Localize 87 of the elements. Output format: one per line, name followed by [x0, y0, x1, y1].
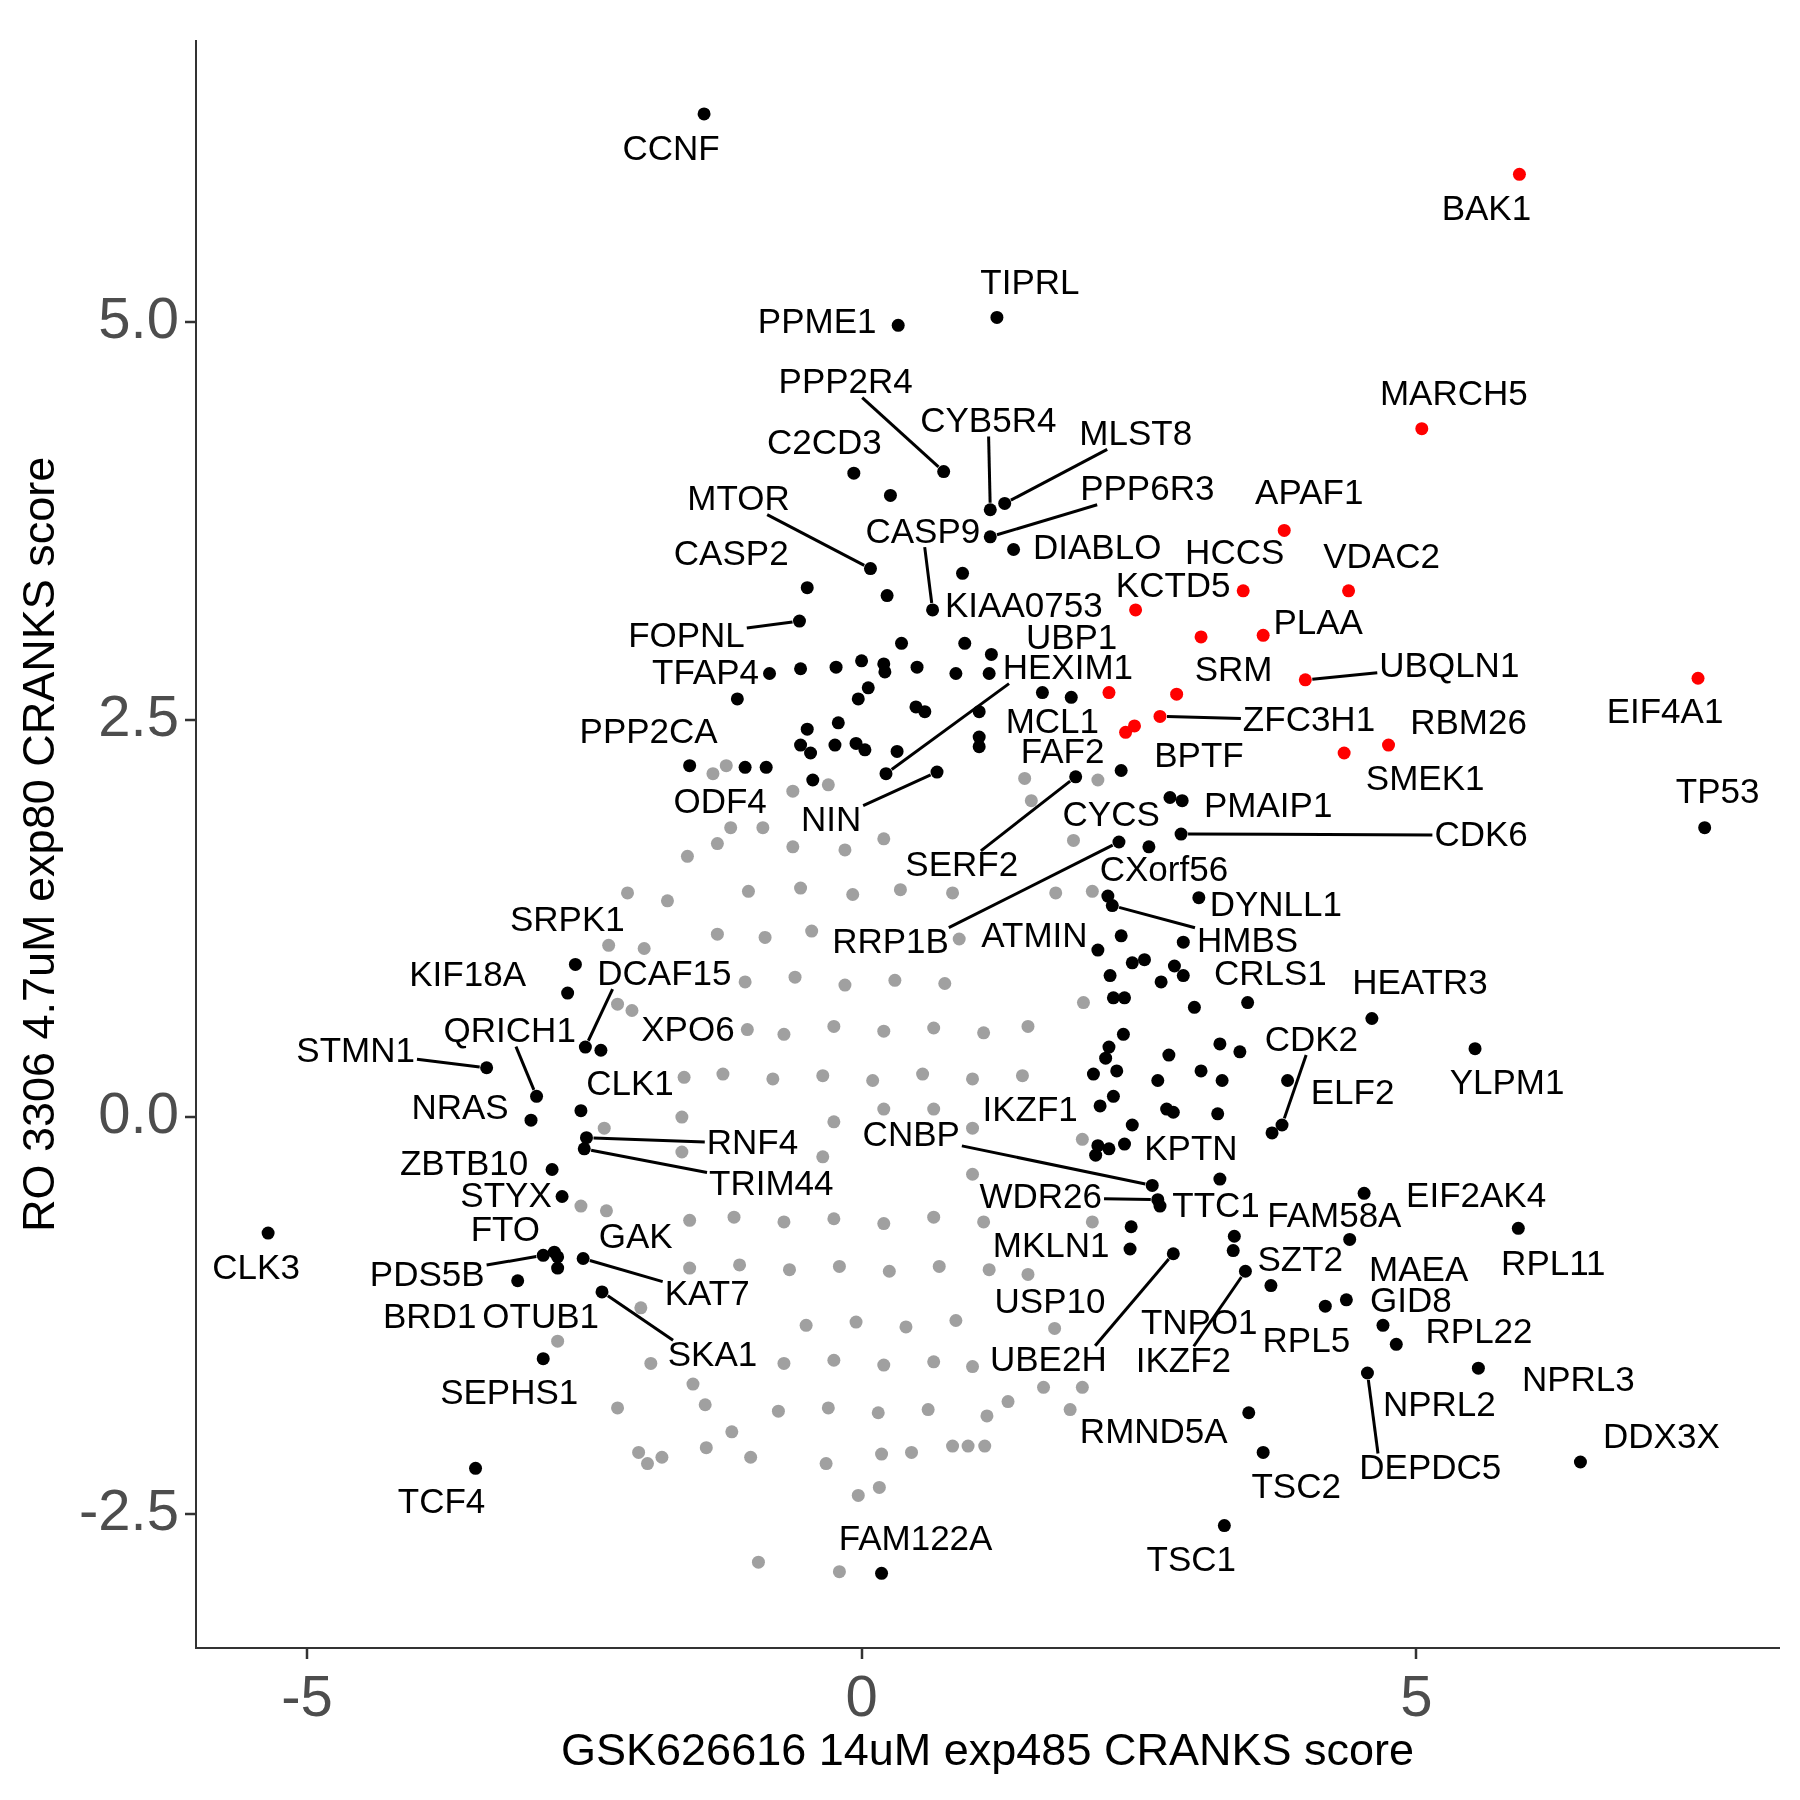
annotation: KAT7: [664, 1273, 750, 1313]
annotation: CDK6: [1434, 813, 1528, 853]
annotation: CNBP: [862, 1114, 960, 1154]
y-tick-label: 2.5: [98, 682, 179, 748]
annotation: FAM58A: [1267, 1194, 1403, 1234]
annotation: RPL5: [1262, 1319, 1351, 1359]
annotation: GAK: [598, 1215, 673, 1255]
annotation: WDR26: [979, 1176, 1103, 1216]
annotation: HEATR3: [1352, 962, 1488, 1002]
annotation: QRICH1: [443, 1010, 576, 1050]
annotation: YLPM1: [1449, 1062, 1565, 1102]
annotation: MKLN1: [992, 1225, 1110, 1265]
annotation: NPRL3: [1521, 1358, 1635, 1398]
y-tick-label: 5.0: [98, 285, 179, 351]
annotation: TTC1: [1172, 1184, 1260, 1224]
annotation: NRAS: [411, 1086, 509, 1126]
annotation: RNF4: [706, 1122, 799, 1162]
annotation: UBQLN1: [1379, 644, 1520, 684]
annotation: ATMIN: [981, 915, 1088, 955]
annotation: TFAP4: [652, 652, 760, 692]
x-tick-label: -5: [281, 1662, 333, 1728]
annotation: APAF1: [1255, 472, 1364, 512]
annotation: CCNF: [622, 127, 720, 167]
annotation: RPL11: [1501, 1242, 1606, 1282]
annotation: MLST8: [1079, 413, 1193, 453]
annotation: ODF4: [673, 780, 767, 820]
annotation: EIF2AK4: [1406, 1175, 1547, 1214]
annotation: TSC2: [1251, 1466, 1341, 1506]
annotation: FOPNL: [628, 614, 745, 654]
annotation: NPRL2: [1382, 1384, 1496, 1424]
y-tick-label: 0.0: [98, 1080, 179, 1146]
annotation: UBE2H: [989, 1339, 1107, 1379]
annotation: MTOR: [687, 478, 790, 518]
annotation: IKZF2: [1135, 1339, 1232, 1379]
annotation: STMN1: [296, 1030, 415, 1070]
annotation: ZFC3H1: [1242, 699, 1376, 739]
annotation: CDK2: [1264, 1018, 1359, 1058]
annotation: BAK1: [1441, 187, 1532, 227]
annotation: TP53: [1675, 771, 1760, 811]
annotation: IKZF1: [982, 1088, 1078, 1128]
annotation: RRP1B: [832, 921, 949, 961]
annotation: TRIM44: [709, 1163, 834, 1203]
annotation: CLK1: [586, 1063, 674, 1103]
annotation: DCAF15: [597, 952, 732, 992]
annotation: PMAIP1: [1203, 785, 1333, 825]
annotation: SRM: [1194, 648, 1273, 688]
annotation: DEPDC5: [1359, 1447, 1502, 1487]
annotation: BRD1: [383, 1296, 477, 1336]
annotation: PPP6R3: [1080, 468, 1215, 508]
annotation: PLAA: [1273, 602, 1364, 642]
annotation: CASP9: [865, 510, 981, 550]
annotation: CLK3: [212, 1246, 300, 1286]
annotation: TIPRL: [980, 262, 1080, 302]
annotation: XPO6: [641, 1008, 735, 1048]
annotation: NIN: [800, 798, 862, 838]
annotation: TSC1: [1146, 1539, 1237, 1579]
annotation: TCF4: [397, 1481, 486, 1521]
annotation: RMND5A: [1079, 1411, 1229, 1451]
annotation: SRPK1: [510, 899, 625, 939]
annotation: PDS5B: [369, 1254, 485, 1293]
annotation: CYB5R4: [920, 400, 1057, 440]
annotation: CASP2: [673, 533, 789, 573]
annotation: SMEK1: [1365, 757, 1485, 797]
annotation: KPTN: [1144, 1127, 1238, 1167]
annotation: BPTF: [1154, 735, 1244, 775]
y-tick-label: -2.5: [79, 1477, 179, 1543]
annotation: C2CD3: [766, 422, 882, 462]
annotation: DDX3X: [1603, 1415, 1720, 1455]
annotation: SERF2: [905, 844, 1019, 884]
annotation: PPP2R4: [778, 361, 913, 401]
annotation: SEPHS1: [440, 1372, 579, 1412]
annotation: SZT2: [1257, 1239, 1343, 1279]
annotation: RBM26: [1410, 701, 1527, 741]
annotation: USP10: [994, 1280, 1106, 1320]
annotation: EIF4A1: [1606, 690, 1724, 730]
annotation: KIF18A: [409, 953, 527, 993]
annotation: FAM122A: [838, 1517, 994, 1557]
annotation: PPP2CA: [579, 711, 719, 751]
annotation: ELF2: [1310, 1072, 1395, 1112]
annotation: DIABLO: [1032, 526, 1162, 566]
annotation: OTUB1: [482, 1295, 599, 1335]
annotation: CYCS: [1062, 794, 1160, 834]
annotation: SKA1: [667, 1333, 758, 1373]
y-axis-title: RO 3306 4.7uM exp80 CRANKS score: [13, 456, 65, 1233]
annotation: PPME1: [757, 301, 877, 341]
annotation: VDAC2: [1323, 536, 1440, 576]
annotation: MARCH5: [1379, 373, 1528, 413]
